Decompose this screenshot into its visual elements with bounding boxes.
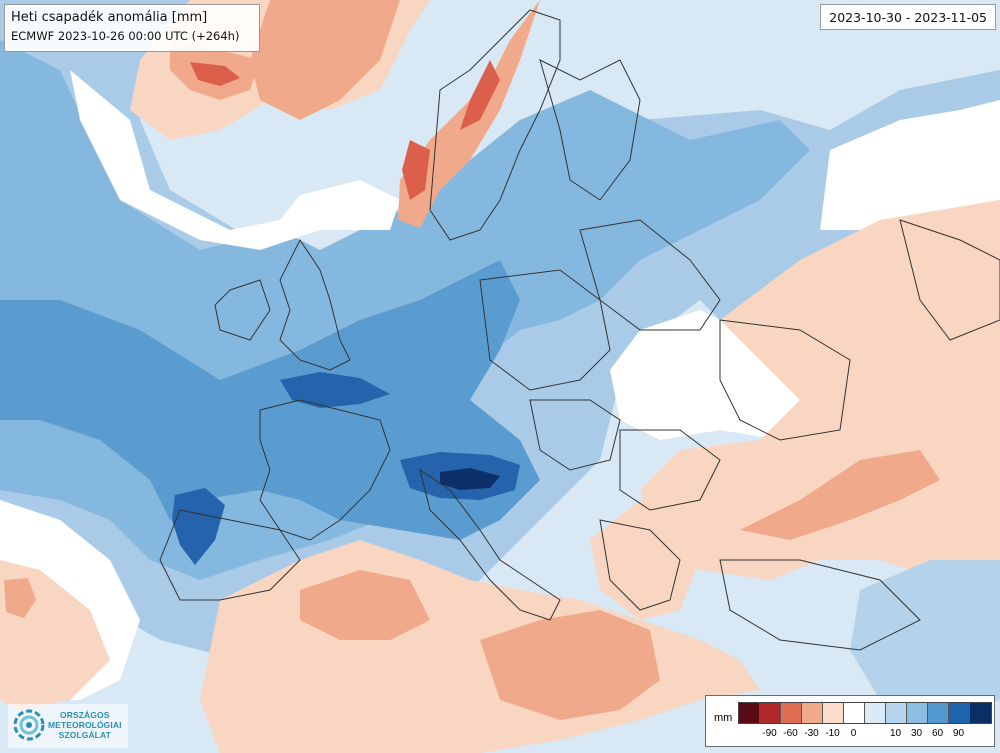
legend-label: -10 xyxy=(825,728,840,739)
legend-color-bar xyxy=(738,702,992,724)
dry-zone-italy-south xyxy=(480,610,660,720)
logo-line-2: METEOROLÓGIAI xyxy=(48,720,122,730)
legend-label: -90 xyxy=(762,728,777,739)
legend-swatch xyxy=(970,703,991,723)
legend-swatch xyxy=(739,703,760,723)
legend-label: 60 xyxy=(931,728,944,739)
biscay-deep-core xyxy=(172,488,225,565)
legend-swatch xyxy=(823,703,844,723)
logo-line-1: ORSZÁGOS xyxy=(60,710,110,720)
coastlines-and-borders xyxy=(159,9,1000,651)
forecast-period: 2023-10-30 - 2023-11-05 xyxy=(820,4,996,30)
map-title: Heti csapadék anomália [mm] xyxy=(11,10,208,25)
legend-label: 90 xyxy=(952,728,965,739)
legend-label: 0 xyxy=(850,728,857,739)
legend-label: 30 xyxy=(910,728,923,739)
legend-label: 10 xyxy=(889,728,902,739)
legend-swatch xyxy=(928,703,949,723)
white-zone-northeast xyxy=(820,100,1000,230)
dry-zone-black-sea xyxy=(740,450,940,540)
legend-swatch xyxy=(886,703,907,723)
legend-swatch xyxy=(760,703,781,723)
legend-unit: mm xyxy=(714,712,733,724)
red-core-norway xyxy=(402,140,430,200)
map-subtitle: ECMWF 2023-10-26 00:00 UTC (+264h) xyxy=(11,29,240,43)
omsz-logo: ORSZÁGOS METEOROLÓGIAI SZOLGÁLAT xyxy=(8,704,128,748)
light-blue-zone-southeast xyxy=(850,560,1000,720)
map-title-box: Heti csapadék anomália [mm] ECMWF 2023-1… xyxy=(4,4,260,52)
legend-label: -30 xyxy=(804,728,819,739)
dry-zone-west-africa xyxy=(300,570,430,640)
dry-zone-north-sea-atlantic xyxy=(250,0,400,120)
legend-swatch xyxy=(802,703,823,723)
red-core-iceland xyxy=(190,62,240,86)
white-zone-north xyxy=(70,70,400,250)
color-legend: mm -90 -60 -30 -10 0 10 30 60 90 xyxy=(705,695,995,747)
channel-deep-core xyxy=(280,372,390,408)
omsz-logo-icon xyxy=(13,709,45,741)
legend-tick-labels: -90 -60 -30 -10 0 10 30 60 90 xyxy=(738,728,994,742)
logo-line-3: SZOLGÁLAT xyxy=(58,730,111,740)
omsz-logo-text: ORSZÁGOS METEOROLÓGIAI SZOLGÁLAT xyxy=(48,710,122,740)
dry-zone-atlantic-southwest xyxy=(4,578,36,618)
legend-swatch xyxy=(844,703,865,723)
red-core-scandinavia xyxy=(460,60,500,130)
legend-label: -60 xyxy=(783,728,798,739)
north-sea-core xyxy=(360,300,440,370)
legend-swatch xyxy=(907,703,928,723)
alps-navy-core xyxy=(440,468,500,490)
legend-swatch xyxy=(781,703,802,723)
legend-swatch xyxy=(865,703,886,723)
legend-swatch xyxy=(949,703,970,723)
